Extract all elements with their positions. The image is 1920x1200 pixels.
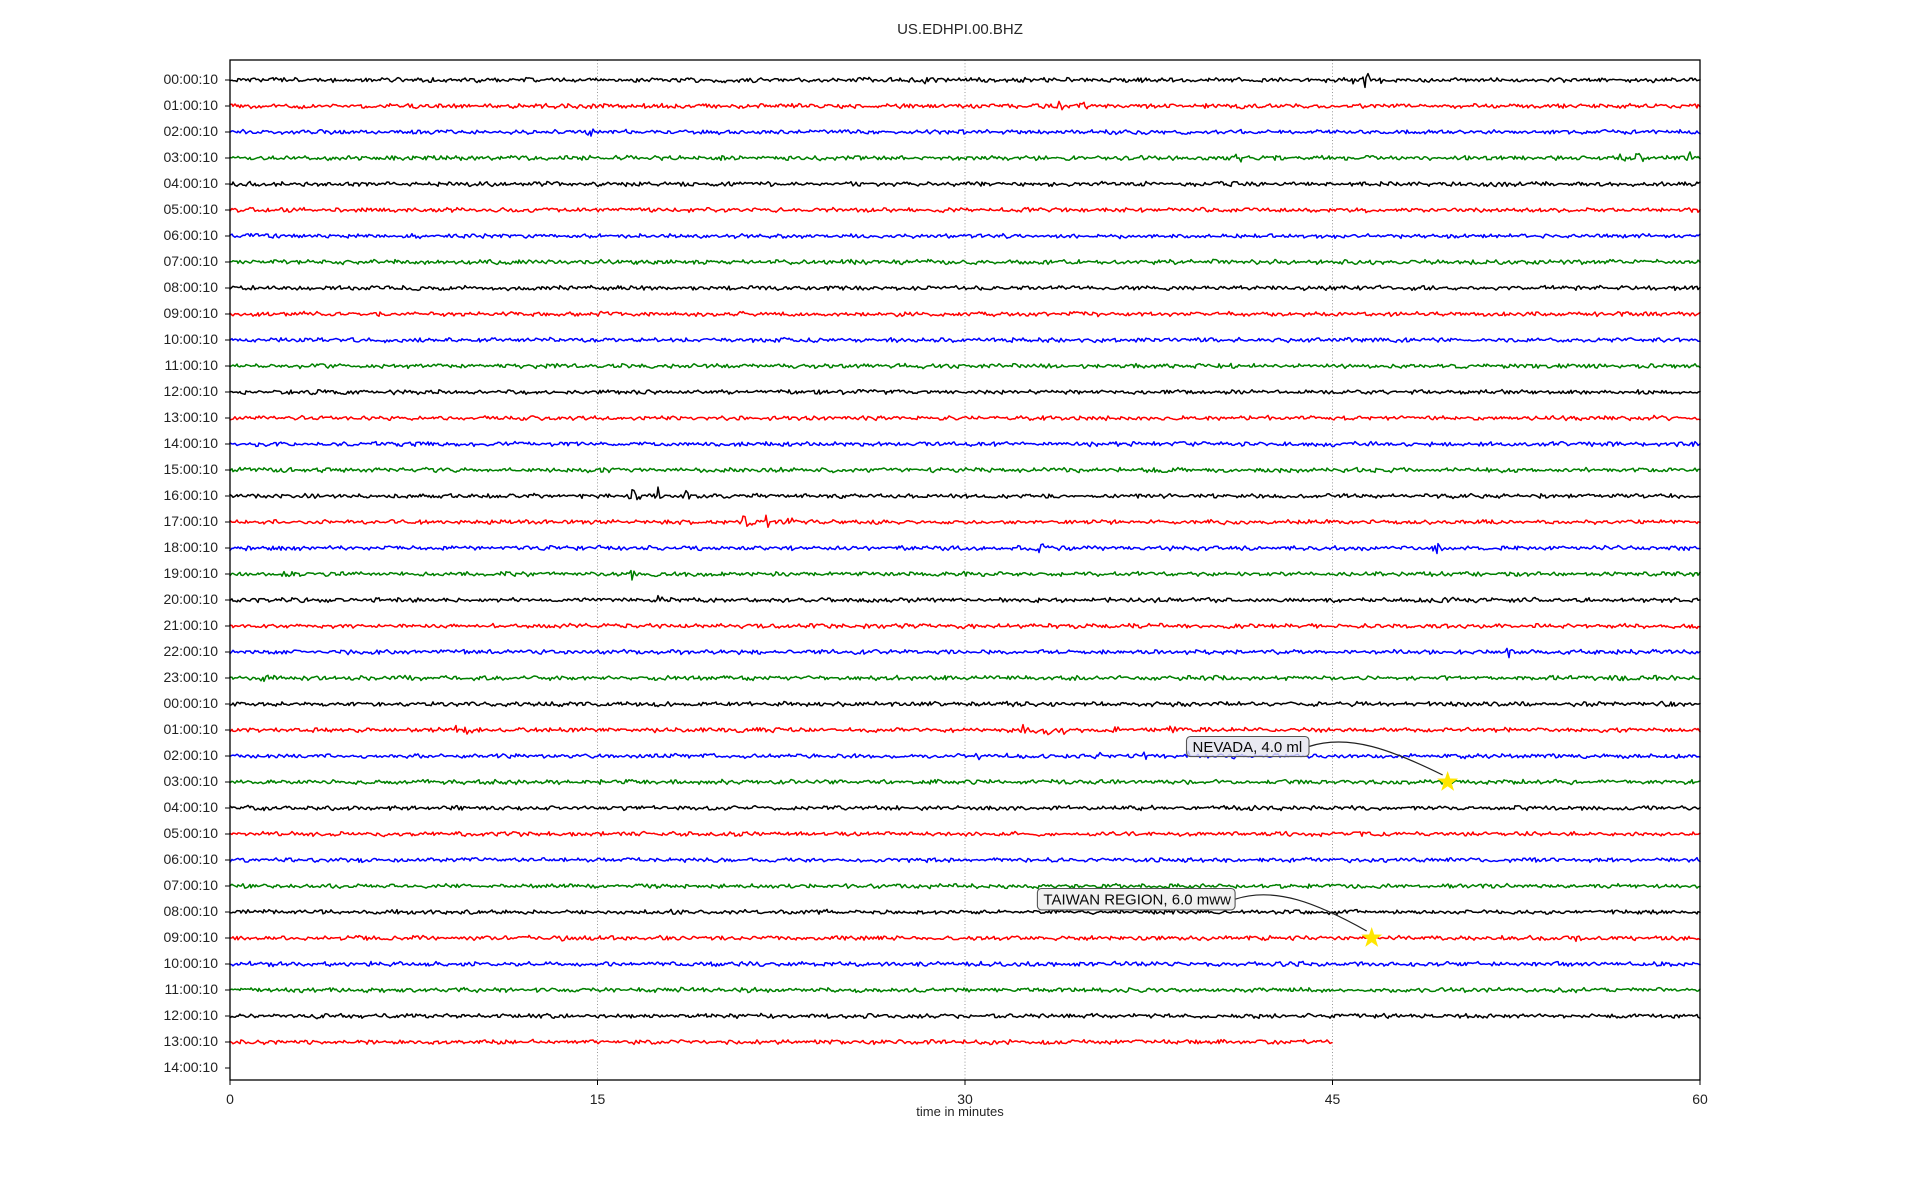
svg-text:19:00:10: 19:00:10 bbox=[164, 565, 219, 581]
svg-text:03:00:10: 03:00:10 bbox=[164, 773, 219, 789]
svg-text:11:00:10: 11:00:10 bbox=[165, 357, 219, 373]
svg-text:13:00:10: 13:00:10 bbox=[164, 409, 219, 425]
svg-text:14:00:10: 14:00:10 bbox=[164, 435, 219, 451]
svg-text:00:00:10: 00:00:10 bbox=[164, 695, 219, 711]
svg-text:21:00:10: 21:00:10 bbox=[164, 617, 219, 633]
svg-text:02:00:10: 02:00:10 bbox=[164, 123, 219, 139]
svg-text:05:00:10: 05:00:10 bbox=[164, 825, 219, 841]
svg-text:04:00:10: 04:00:10 bbox=[164, 799, 219, 815]
svg-text:07:00:10: 07:00:10 bbox=[164, 877, 219, 893]
svg-text:06:00:10: 06:00:10 bbox=[164, 851, 219, 867]
svg-text:09:00:10: 09:00:10 bbox=[164, 305, 219, 321]
svg-text:15:00:10: 15:00:10 bbox=[164, 461, 219, 477]
svg-text:07:00:10: 07:00:10 bbox=[164, 253, 219, 269]
svg-text:02:00:10: 02:00:10 bbox=[164, 747, 219, 763]
svg-text:03:00:10: 03:00:10 bbox=[164, 149, 219, 165]
svg-text:06:00:10: 06:00:10 bbox=[164, 227, 219, 243]
svg-text:17:00:10: 17:00:10 bbox=[164, 513, 219, 529]
svg-text:09:00:10: 09:00:10 bbox=[164, 929, 219, 945]
svg-text:11:00:10: 11:00:10 bbox=[165, 981, 219, 997]
svg-text:05:00:10: 05:00:10 bbox=[164, 201, 219, 217]
svg-text:10:00:10: 10:00:10 bbox=[164, 955, 219, 971]
svg-text:00:00:10: 00:00:10 bbox=[164, 71, 219, 87]
svg-text:NEVADA, 4.0 ml: NEVADA, 4.0 ml bbox=[1193, 739, 1303, 756]
svg-text:22:00:10: 22:00:10 bbox=[164, 643, 219, 659]
svg-text:14:00:10: 14:00:10 bbox=[164, 1059, 219, 1075]
svg-text:TAIWAN REGION, 6.0 mww: TAIWAN REGION, 6.0 mww bbox=[1043, 892, 1231, 909]
svg-text:12:00:10: 12:00:10 bbox=[164, 1007, 219, 1023]
svg-text:13:00:10: 13:00:10 bbox=[164, 1033, 219, 1049]
svg-text:08:00:10: 08:00:10 bbox=[164, 903, 219, 919]
svg-text:18:00:10: 18:00:10 bbox=[164, 539, 219, 555]
svg-text:04:00:10: 04:00:10 bbox=[164, 175, 219, 191]
svg-text:16:00:10: 16:00:10 bbox=[164, 487, 219, 503]
svg-text:12:00:10: 12:00:10 bbox=[164, 383, 219, 399]
svg-text:23:00:10: 23:00:10 bbox=[164, 669, 219, 685]
svg-text:10:00:10: 10:00:10 bbox=[164, 331, 219, 347]
svg-text:01:00:10: 01:00:10 bbox=[164, 97, 219, 113]
svg-text:01:00:10: 01:00:10 bbox=[164, 721, 219, 737]
svg-text:08:00:10: 08:00:10 bbox=[164, 279, 219, 295]
svg-text:20:00:10: 20:00:10 bbox=[164, 591, 219, 607]
